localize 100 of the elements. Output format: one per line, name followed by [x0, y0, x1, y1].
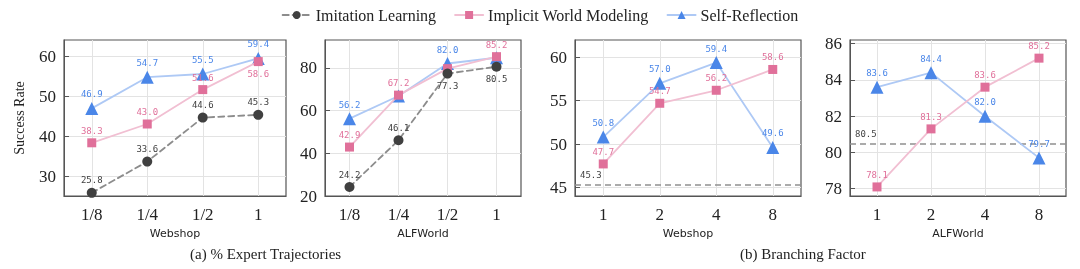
y-tick-label: 20 [300, 186, 317, 206]
y-axis-title: Success Rate [11, 81, 27, 155]
point [768, 64, 778, 74]
data-label: 56.2 [338, 99, 361, 110]
point [393, 135, 404, 146]
y-tick-label: 60 [300, 101, 317, 121]
y-tick-label: 45 [550, 177, 567, 197]
point [596, 130, 610, 144]
data-label: 85.2 [1028, 41, 1050, 52]
y-tick-label: 60 [550, 47, 567, 67]
text: (b) Branching Factor [740, 245, 866, 263]
data-label: 56.2 [705, 73, 728, 84]
x-tick-label: 1/8 [338, 205, 361, 224]
point [87, 138, 97, 148]
point [442, 68, 453, 79]
data-label: 55.5 [191, 55, 214, 65]
x-tick-label: 2 [926, 205, 936, 224]
x-axis-title: Webshop [149, 226, 201, 240]
point [655, 98, 665, 108]
y-tick-label: 50 [550, 134, 567, 154]
y-tick-label: 30 [39, 166, 56, 186]
data-label: 58.6 [761, 52, 784, 63]
y-tick-label: 84 [825, 70, 843, 90]
point [870, 80, 884, 94]
y-tick-label: 50 [39, 86, 56, 106]
point [598, 159, 608, 169]
x-axis-title: ALFWorld [397, 226, 449, 240]
point [1032, 151, 1046, 165]
legend-label: Self-Reflection [700, 6, 799, 24]
data-label: 83.6 [974, 70, 996, 81]
x-tick-label: 8 [768, 205, 777, 224]
data-label: 45.3 [247, 97, 270, 108]
x-tick-label: 1/4 [136, 205, 159, 224]
data-label: 58.6 [247, 68, 270, 79]
point [142, 119, 152, 129]
x-axis-title: ALFWorld [932, 226, 984, 240]
x-tick-label: 8 [1034, 205, 1044, 224]
x-tick-label: 1/4 [387, 205, 410, 224]
data-label: 81.3 [920, 111, 942, 122]
x-tick-label: 1 [599, 205, 608, 224]
point [197, 112, 208, 123]
point [85, 101, 99, 115]
legend-label: Imitation Learning [315, 6, 437, 25]
y-tick-label: 80 [300, 58, 317, 78]
y-tick-label: 86 [825, 34, 842, 54]
point [924, 66, 938, 80]
point [343, 112, 356, 126]
point [872, 182, 882, 192]
data-label: 44.6 [191, 100, 214, 111]
data-label: 59.4 [705, 43, 728, 54]
x-tick-label: 1/8 [80, 205, 103, 224]
data-label: 83.6 [866, 68, 888, 79]
data-label: 82.0 [974, 97, 996, 108]
data-label: 25.8 [80, 175, 103, 186]
x-tick-label: 1 [872, 205, 882, 224]
x-tick-label: 4 [980, 205, 990, 224]
data-label: 57.0 [648, 64, 671, 75]
x-axis-title: Webshop [662, 226, 714, 240]
point [345, 142, 354, 152]
data-label: 77.3 [436, 81, 459, 92]
x-tick-label: 2 [655, 205, 664, 224]
data-label: 82.0 [436, 44, 459, 55]
data-label: 46.1 [387, 122, 410, 133]
text: (a) % Expert Trajectories [190, 245, 342, 263]
y-tick-label: 60 [39, 46, 56, 66]
x-tick-label: 1/2 [191, 205, 214, 224]
data-label: 85.2 [485, 39, 508, 50]
data-label: 80.5 [485, 74, 508, 85]
y-tick-label: 40 [39, 126, 56, 146]
data-label: 38.3 [80, 125, 103, 136]
point [766, 140, 780, 154]
y-tick-label: 80 [825, 142, 842, 162]
point [198, 85, 208, 95]
data-label: 84.4 [920, 53, 942, 64]
ref-line-label: 45.3 [580, 170, 602, 181]
point [711, 85, 721, 95]
data-label: 42.9 [338, 130, 361, 141]
ref-line-label: 80.5 [855, 128, 877, 139]
point [253, 109, 264, 120]
data-label: 59.4 [247, 39, 270, 50]
point [86, 187, 97, 198]
data-label: 47.7 [592, 146, 615, 157]
y-tick-label: 40 [300, 143, 317, 163]
point [491, 61, 502, 72]
data-label: 50.8 [592, 118, 615, 129]
x-tick-label: 1/2 [436, 205, 459, 224]
y-tick-label: 82 [825, 106, 842, 126]
data-label: 33.6 [136, 144, 159, 155]
point [980, 82, 990, 92]
data-label: 79.7 [1028, 138, 1050, 149]
data-label: 43.0 [136, 107, 159, 117]
point [142, 156, 153, 167]
data-label: 78.1 [866, 169, 888, 180]
point [140, 70, 154, 84]
x-tick-label: 4 [712, 205, 721, 224]
point [253, 57, 263, 67]
data-label: 49.6 [761, 128, 784, 139]
point [978, 109, 992, 123]
x-tick-label: 1 [492, 205, 501, 224]
y-tick-label: 78 [825, 179, 842, 199]
